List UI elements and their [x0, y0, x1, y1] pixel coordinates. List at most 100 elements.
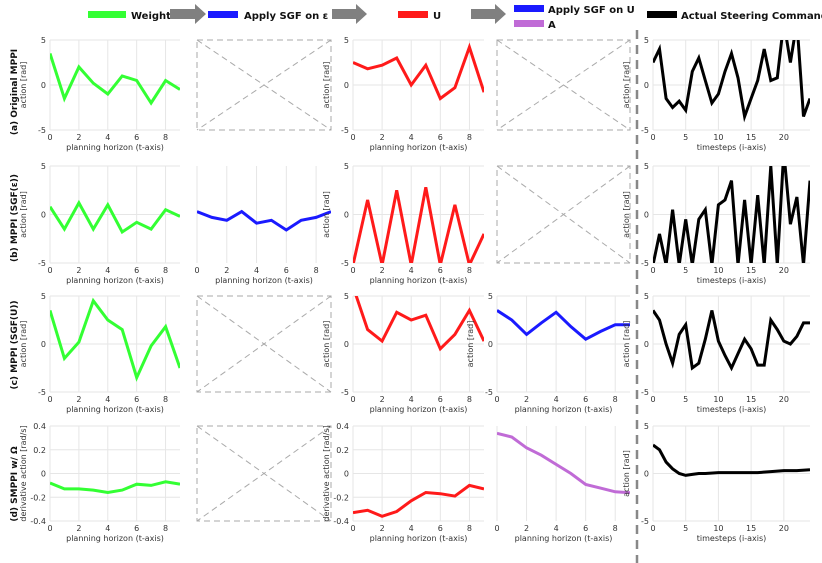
- x-tick-label: 4: [409, 266, 414, 275]
- x-tick-label: 10: [713, 524, 723, 533]
- series-line-red: [353, 483, 484, 518]
- x-tick-label: 5: [683, 395, 688, 404]
- x-tick-label: 0: [650, 266, 655, 275]
- series-line-green: [50, 53, 180, 106]
- x-tick-label: 0: [47, 133, 52, 142]
- series-line-black: [653, 40, 810, 123]
- legend-swatch-apply-sgf-u: [514, 5, 544, 12]
- series-line-red: [354, 296, 484, 352]
- x-tick-label: 0: [350, 266, 355, 275]
- empty-panel-cross: [196, 425, 332, 522]
- x-tick-label: 6: [438, 133, 443, 142]
- empty-panel-frame: [496, 39, 631, 131]
- y-axis-label: action [rad]: [322, 62, 331, 109]
- series-line-black: [653, 443, 810, 477]
- x-tick-label: 10: [713, 266, 723, 275]
- y-axis-label: action [rad]: [466, 321, 475, 368]
- y-axis-label: derivative action [rad/s]: [322, 425, 331, 521]
- y-tick-label: -5: [485, 388, 493, 397]
- series-line-purple: [497, 431, 630, 495]
- x-tick-label: 4: [409, 395, 414, 404]
- x-tick-label: 0: [350, 395, 355, 404]
- x-tick-label: 4: [105, 395, 110, 404]
- x-axis-label: timesteps (i-axis): [697, 405, 766, 414]
- y-tick-label: 5: [41, 36, 46, 45]
- y-tick-label: 0: [41, 81, 46, 90]
- x-tick-label: 10: [713, 133, 723, 142]
- x-tick-label: 8: [163, 395, 168, 404]
- y-tick-label: 0: [41, 211, 46, 220]
- y-tick-label: 0: [344, 211, 349, 220]
- x-tick-label: 6: [583, 524, 588, 533]
- legend-swatch-actual: [647, 11, 677, 18]
- x-axis-label: planning horizon (t-axis): [215, 276, 313, 285]
- y-tick-label: -0.2: [333, 493, 349, 502]
- y-axis-label: action [rad]: [622, 191, 631, 238]
- x-tick-label: 2: [524, 524, 529, 533]
- x-tick-label: 10: [713, 395, 723, 404]
- legend-swatch-weighted-eps: [88, 11, 126, 18]
- y-tick-label: -5: [341, 388, 349, 397]
- legend-swatch-apply-sgf-eps: [208, 11, 238, 18]
- x-axis-label: planning horizon (t-axis): [515, 534, 613, 543]
- y-axis-label: action [rad]: [622, 321, 631, 368]
- x-tick-label: 20: [779, 395, 789, 404]
- x-tick-label: 8: [163, 266, 168, 275]
- x-tick-label: 6: [438, 266, 443, 275]
- x-tick-label: 8: [467, 524, 472, 533]
- x-tick-label: 15: [746, 266, 756, 275]
- x-tick-label: 6: [134, 524, 139, 533]
- y-tick-label: -5: [341, 126, 349, 135]
- x-tick-label: 8: [613, 395, 618, 404]
- x-tick-label: 15: [746, 524, 756, 533]
- x-tick-label: 6: [134, 395, 139, 404]
- x-tick-label: 6: [284, 266, 289, 275]
- x-axis-label: planning horizon (t-axis): [515, 405, 613, 414]
- x-axis-label: planning horizon (t-axis): [66, 405, 164, 414]
- legend-label-apply-sgf-u: Apply SGF on U: [548, 5, 635, 16]
- empty-panel-frame: [196, 39, 332, 131]
- panel-d1: 0 2 4 6 8 -0.4 -0.2 0 0.2 0.4 planning horizon (t-…: [19, 422, 180, 543]
- y-axis-label: action [rad]: [19, 321, 28, 368]
- x-tick-label: 2: [76, 266, 81, 275]
- series-line-black: [653, 166, 810, 263]
- y-tick-label: -5: [38, 126, 46, 135]
- x-tick-label: 4: [554, 395, 559, 404]
- x-axis-label: planning horizon (t-axis): [370, 143, 468, 152]
- legend-label-a: A: [548, 20, 556, 31]
- y-tick-label: 5: [41, 292, 46, 301]
- panel-a4: [496, 39, 631, 131]
- x-tick-label: 2: [380, 395, 385, 404]
- series-line-blue: [497, 309, 630, 341]
- x-tick-label: 0: [494, 524, 499, 533]
- y-tick-label: 0: [344, 81, 349, 90]
- y-tick-label: 0: [41, 470, 46, 479]
- x-axis-label: timesteps (i-axis): [697, 534, 766, 543]
- y-axis-label: action [rad]: [622, 62, 631, 109]
- x-tick-label: 8: [613, 524, 618, 533]
- x-tick-label: 15: [746, 133, 756, 142]
- y-axis-label: action [rad]: [322, 191, 331, 238]
- series-line-red: [353, 42, 484, 101]
- x-tick-label: 6: [134, 266, 139, 275]
- x-tick-label: 4: [105, 524, 110, 533]
- x-axis-label: timesteps (i-axis): [697, 143, 766, 152]
- x-tick-label: 4: [409, 524, 414, 533]
- legend-label-weighted-eps: Weighted ε: [131, 11, 194, 22]
- y-tick-label: 0: [344, 470, 349, 479]
- series-line-green: [50, 199, 180, 235]
- x-tick-label: 2: [524, 395, 529, 404]
- y-tick-label: 0.2: [336, 446, 349, 455]
- empty-panel-cross: [196, 295, 332, 393]
- y-tick-label: -5: [341, 259, 349, 268]
- empty-panel-cross: [496, 165, 631, 264]
- panel-a2: [196, 39, 332, 131]
- x-tick-label: 2: [380, 524, 385, 533]
- x-tick-label: 0: [650, 524, 655, 533]
